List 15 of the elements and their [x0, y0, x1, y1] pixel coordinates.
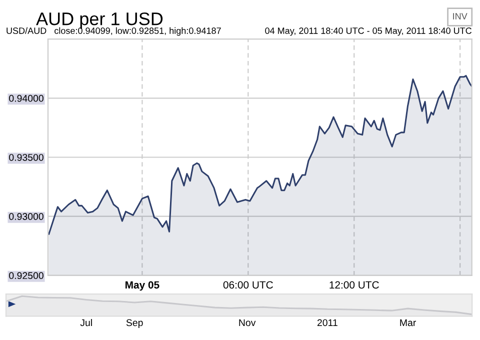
text: 04 May, 2011 18:40 UTC - 05 May, 2011 18:40 UTC: [265, 28, 472, 36]
x-tick-label: May 05: [126, 281, 160, 291]
x-tick-label: 12:00 UTC: [330, 281, 379, 289]
x-tick-label: 06:00 UTC: [223, 281, 273, 289]
y-tick-label: 0.94000: [9, 94, 44, 102]
text: INV: [453, 13, 468, 20]
x-tick-label: Sep: [126, 319, 143, 328]
x-tick-label: Mar: [400, 319, 416, 326]
x-tick-label: 2011: [317, 319, 338, 326]
y-tick-label: 0.92500: [9, 272, 44, 280]
y-tick-label: 0.93500: [9, 154, 44, 161]
x-tick-label: Nov: [239, 319, 256, 326]
chart-subtitle: USD/AUD close:0.94099, low:0.92851, high:0.94187: [6, 27, 221, 36]
y-tick-label: 0.93000: [9, 213, 44, 220]
x-tick-label: Jul: [80, 318, 92, 326]
